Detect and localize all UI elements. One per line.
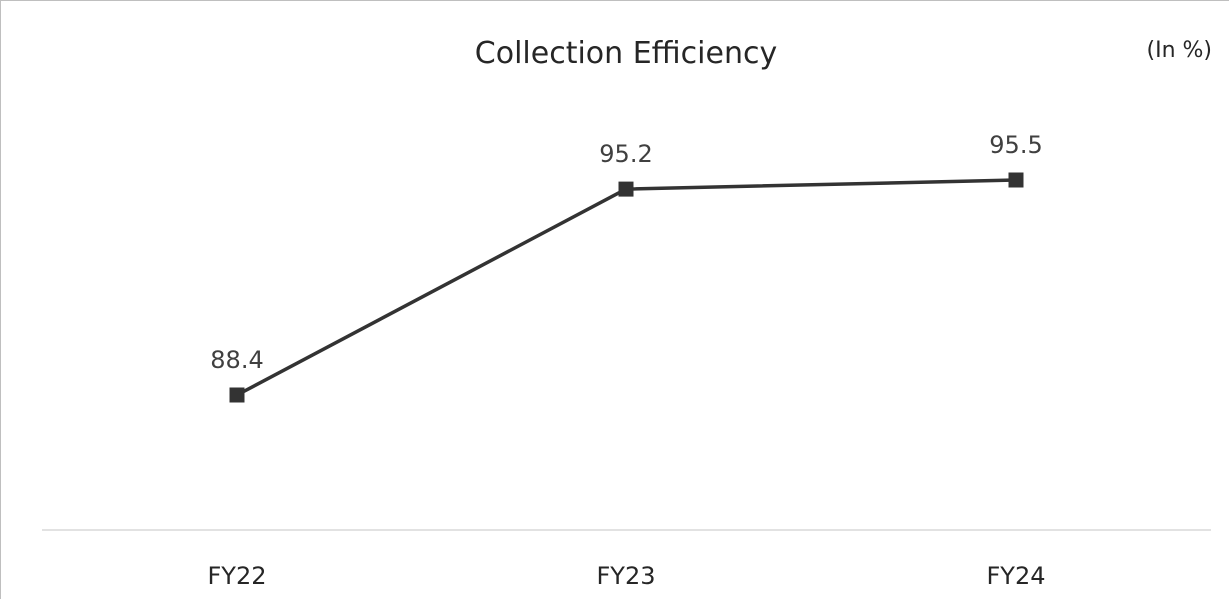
x-tick-label: FY22 <box>207 562 266 590</box>
data-point-marker <box>1008 172 1024 188</box>
series-marks: 88.4 95.2 95.5 <box>210 131 1043 403</box>
x-tick-label: FY24 <box>986 562 1045 590</box>
data-label: 88.4 <box>210 346 263 374</box>
data-label: 95.5 <box>989 131 1042 159</box>
data-point-marker <box>618 181 634 197</box>
data-point-marker <box>229 387 245 403</box>
chart-title: Collection Efficiency <box>475 36 777 71</box>
data-label: 95.2 <box>599 140 652 168</box>
x-tick-label: FY23 <box>596 562 655 590</box>
series-line <box>236 178 1017 397</box>
x-axis-ticks: FY22 FY23 FY24 <box>207 562 1045 590</box>
unit-note: (In %) <box>1147 38 1213 63</box>
